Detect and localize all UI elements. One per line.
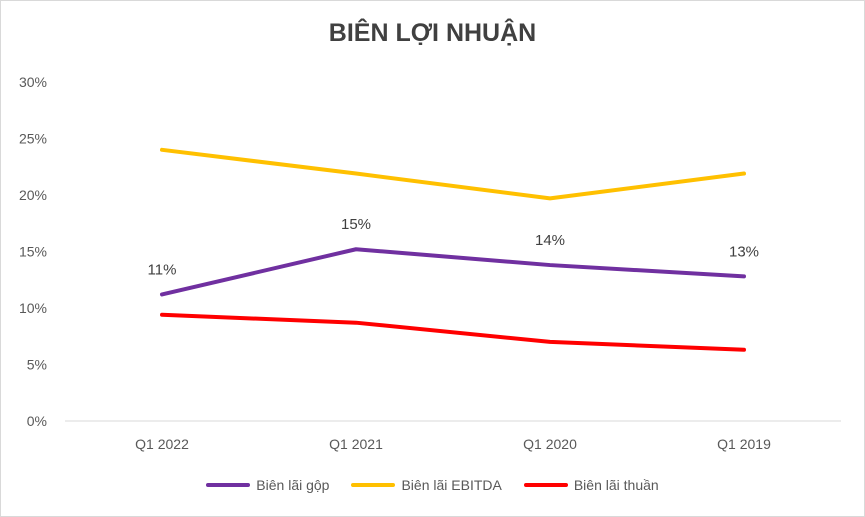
- series-line: [160, 312, 746, 352]
- legend: Biên lãi gộp Biên lãi EBITDA Biên lãi thuầ…: [1, 477, 864, 493]
- data-label: 13%: [729, 243, 759, 260]
- y-tick-label: 10%: [19, 300, 47, 316]
- chart-title: BIÊN LỢI NHUẬN: [328, 19, 537, 47]
- legend-swatch: [523, 483, 568, 487]
- y-tick-label: 20%: [19, 187, 47, 203]
- legend-label: Biên lãi gộp: [256, 477, 330, 493]
- legend-label: Biên lãi EBITDA: [401, 477, 502, 493]
- legend-item: Biên lãi EBITDA: [351, 477, 502, 493]
- legend-swatch: [206, 483, 251, 487]
- y-tick-label: 30%: [19, 74, 47, 90]
- series-line: [160, 147, 746, 201]
- y-tick-label: 5%: [27, 357, 47, 373]
- data-label: 14%: [535, 232, 565, 249]
- y-tick-label: 25%: [19, 131, 47, 147]
- x-tick-label: Q1 2020: [523, 436, 577, 452]
- data-label: 11%: [148, 261, 177, 278]
- y-tick-label: 15%: [19, 244, 47, 260]
- series-line: [160, 247, 746, 297]
- legend-item: Biên lãi gộp: [206, 477, 329, 493]
- x-tick-label: Q1 2019: [717, 436, 771, 452]
- y-tick-label: 0%: [27, 413, 47, 429]
- x-tick-label: Q1 2022: [135, 436, 189, 452]
- legend-label: Biên lãi thuần: [573, 477, 659, 493]
- legend-item: Biên lãi thuần: [523, 477, 659, 493]
- x-tick-label: Q1 2021: [329, 436, 383, 452]
- data-label: 15%: [341, 216, 371, 233]
- legend-swatch: [351, 483, 396, 487]
